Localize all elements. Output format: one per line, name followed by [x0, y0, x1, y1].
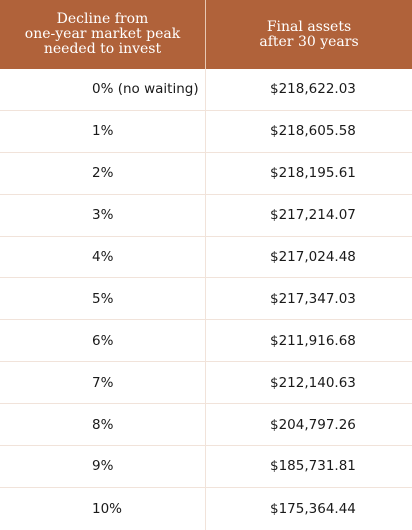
table-row: 4% $217,024.48	[0, 236, 412, 279]
table-row: 0% (no waiting) $218,622.03	[0, 69, 412, 111]
assets-cell: $217,214.07	[270, 207, 356, 224]
table-row: 5% $217,347.03	[0, 278, 412, 321]
assets-cell: $212,140.63	[270, 374, 356, 391]
decline-cell: 5%	[0, 278, 206, 320]
decline-cell: 8%	[0, 404, 206, 446]
decline-cell: 9%	[0, 446, 206, 487]
table-row: 3% $217,214.07	[0, 194, 412, 237]
table-row: 1% $218,605.58	[0, 110, 412, 153]
decline-cell: 1%	[0, 110, 206, 152]
table-row: 6% $211,916.68	[0, 320, 412, 363]
assets-cell: $217,347.03	[270, 290, 356, 307]
assets-cell: $218,605.58	[270, 123, 356, 140]
decline-cell: 4%	[0, 236, 206, 278]
assets-cell: $217,024.48	[270, 249, 356, 265]
decline-cell: 3%	[0, 194, 206, 236]
assets-cell: $218,622.03	[270, 81, 356, 98]
assets-cell: $218,195.61	[270, 165, 356, 182]
decline-cell: 0% (no waiting)	[0, 69, 206, 110]
decline-cell: 7%	[0, 362, 206, 404]
decline-cell: 2%	[0, 152, 206, 194]
assets-cell: $185,731.81	[270, 458, 356, 475]
table-row: 9% $185,731.81	[0, 446, 412, 488]
table-header: Decline from one-year market peak needed…	[0, 0, 412, 69]
table-row: 2% $218,195.61	[0, 152, 412, 195]
header-decline-column: Decline from one-year market peak needed…	[0, 0, 206, 69]
table-row: 8% $204,797.26	[0, 404, 412, 447]
table-body: 0% (no waiting) $218,622.03 1% $218,605.…	[0, 69, 412, 530]
table-row: 7% $212,140.63	[0, 362, 412, 405]
assets-cell: $175,364.44	[270, 500, 356, 517]
header-final-assets-column: Final assets after 30 years	[259, 18, 359, 50]
assets-cell: $211,916.68	[270, 332, 356, 349]
decline-cell: 6%	[0, 320, 206, 362]
assets-cell: $204,797.26	[270, 416, 356, 433]
decline-cell: 10%	[0, 487, 206, 530]
table-row: 10% $175,364.44	[0, 487, 412, 530]
